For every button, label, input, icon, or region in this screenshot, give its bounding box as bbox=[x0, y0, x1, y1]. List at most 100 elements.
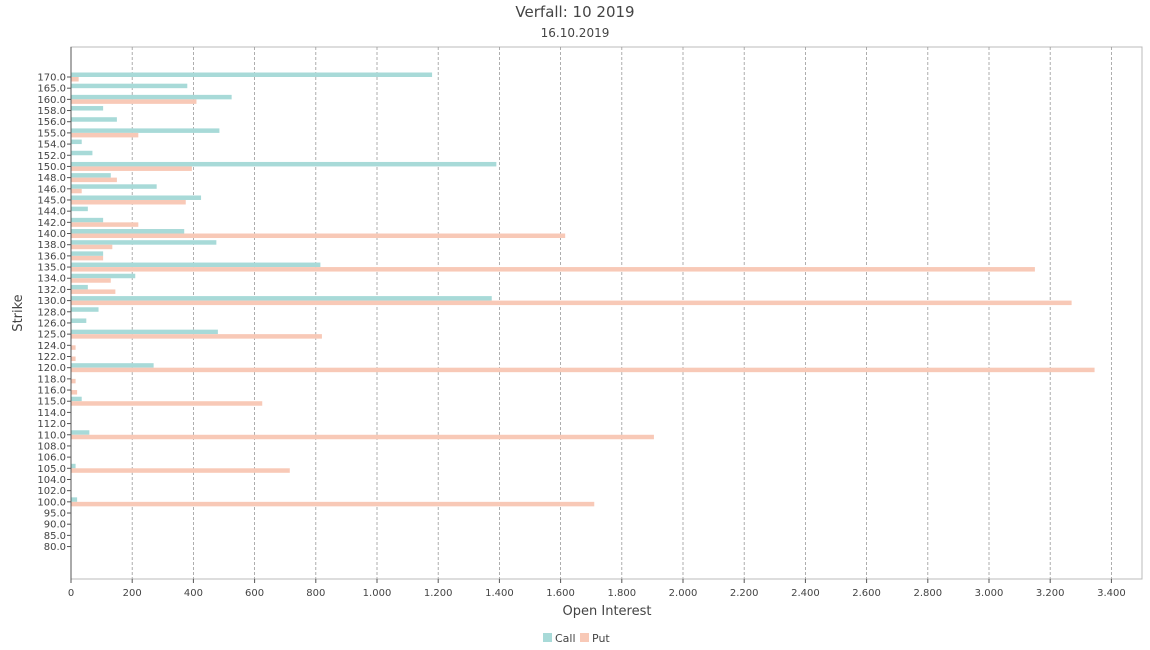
legend-swatch-put bbox=[580, 633, 589, 642]
bar-put bbox=[71, 289, 116, 294]
bar-put bbox=[71, 222, 139, 227]
y-tick-label: 134.0 bbox=[37, 274, 66, 285]
x-tick-label: 200 bbox=[123, 588, 142, 599]
bar-call bbox=[71, 106, 104, 111]
y-tick-label: 116.0 bbox=[37, 386, 66, 397]
bars bbox=[71, 72, 1095, 507]
y-tick-label: 80.0 bbox=[44, 542, 66, 553]
x-tick-label: 2.200 bbox=[730, 588, 759, 599]
x-tick-label: 2.800 bbox=[913, 588, 942, 599]
y-tick-label: 125.0 bbox=[37, 330, 66, 341]
x-tick-label: 1.800 bbox=[607, 588, 636, 599]
bar-call bbox=[71, 94, 232, 100]
bar-call bbox=[71, 184, 157, 189]
x-tick-label: 0 bbox=[68, 588, 74, 599]
y-tick-label: 150.0 bbox=[37, 162, 66, 173]
y-tick-label: 135.0 bbox=[37, 263, 66, 274]
y-tick-label: 136.0 bbox=[37, 251, 66, 262]
bar-put bbox=[71, 501, 595, 507]
y-tick-label: 138.0 bbox=[37, 240, 66, 251]
y-tick-label: 128.0 bbox=[37, 307, 66, 318]
y-tick-label: 126.0 bbox=[37, 318, 66, 329]
x-axis-label: Open Interest bbox=[563, 604, 652, 619]
x-tick-label: 1.600 bbox=[546, 588, 575, 599]
x-tick-labels: 0 200 400 600 800 1.000 1.200 1.400 1.600 1.800 2.… bbox=[68, 579, 1126, 599]
bar-put bbox=[71, 434, 654, 440]
chart-title: Verfall: 10 2019 bbox=[515, 3, 634, 21]
legend: Call Put bbox=[543, 632, 610, 645]
y-tick-label: 145.0 bbox=[37, 195, 66, 206]
bar-put bbox=[71, 132, 139, 138]
y-tick-label: 158.0 bbox=[37, 106, 66, 117]
bar-call bbox=[71, 284, 88, 290]
y-tick-label: 90.0 bbox=[44, 520, 66, 531]
bar-call bbox=[71, 363, 154, 368]
bar-put bbox=[71, 177, 117, 183]
grid-lines bbox=[131, 47, 1112, 579]
y-tick-labels: 170.0165.0160.0158.0156.0155.0154.0152.0… bbox=[37, 73, 71, 553]
bar-call bbox=[71, 139, 82, 145]
legend-label-put: Put bbox=[592, 632, 610, 645]
bar-put bbox=[71, 99, 197, 104]
bar-call bbox=[71, 396, 82, 402]
x-tick-label: 400 bbox=[184, 588, 203, 599]
bar-put bbox=[71, 77, 79, 82]
y-tick-label: 155.0 bbox=[37, 128, 66, 139]
plot-area bbox=[70, 46, 1143, 580]
y-tick-label: 114.0 bbox=[37, 408, 66, 419]
x-tick-label: 800 bbox=[306, 588, 325, 599]
x-tick-label: 600 bbox=[245, 588, 264, 599]
y-tick-label: 140.0 bbox=[37, 229, 66, 240]
legend-label-call: Call bbox=[555, 632, 576, 645]
y-tick-label: 124.0 bbox=[37, 341, 66, 352]
x-tick-label: 2.600 bbox=[852, 588, 881, 599]
bar-call bbox=[71, 117, 117, 122]
y-tick-label: 170.0 bbox=[37, 73, 66, 84]
bar-call bbox=[71, 83, 188, 89]
bar-put bbox=[71, 300, 1072, 306]
y-tick-label: 108.0 bbox=[37, 441, 66, 452]
bar-put bbox=[71, 378, 76, 384]
y-tick-label: 115.0 bbox=[37, 397, 66, 408]
y-tick-label: 132.0 bbox=[37, 285, 66, 296]
x-tick-label: 1.200 bbox=[424, 588, 453, 599]
bar-call bbox=[71, 173, 111, 178]
y-tick-label: 165.0 bbox=[37, 84, 66, 95]
x-tick-label: 3.400 bbox=[1097, 588, 1126, 599]
y-tick-label: 85.0 bbox=[44, 531, 66, 542]
x-tick-label: 1.400 bbox=[485, 588, 514, 599]
bar-put bbox=[71, 345, 76, 350]
bar-call bbox=[71, 240, 217, 245]
bar-put bbox=[71, 199, 186, 205]
chart-subtitle: 16.10.2019 bbox=[541, 26, 610, 40]
bar-call bbox=[71, 217, 104, 223]
y-tick-label: 106.0 bbox=[37, 453, 66, 464]
y-tick-label: 122.0 bbox=[37, 352, 66, 363]
y-tick-label: 110.0 bbox=[37, 430, 66, 441]
bar-put bbox=[71, 244, 113, 250]
bar-call bbox=[71, 497, 78, 502]
y-tick-label: 144.0 bbox=[37, 207, 66, 218]
y-axis-label: Strike bbox=[11, 294, 26, 331]
bar-put bbox=[71, 401, 263, 406]
y-tick-label: 100.0 bbox=[37, 497, 66, 508]
bar-call bbox=[71, 128, 220, 133]
y-tick-label: 120.0 bbox=[37, 363, 66, 374]
bar-put bbox=[71, 390, 78, 395]
bar-call bbox=[71, 307, 99, 312]
x-tick-label: 2.400 bbox=[791, 588, 820, 599]
y-tick-label: 118.0 bbox=[37, 374, 66, 385]
y-tick-label: 130.0 bbox=[37, 296, 66, 307]
y-tick-label: 142.0 bbox=[37, 218, 66, 229]
x-tick-label: 2.000 bbox=[669, 588, 698, 599]
bar-call bbox=[71, 251, 104, 256]
bar-put bbox=[71, 367, 1095, 373]
bar-put bbox=[71, 278, 111, 283]
y-tick-label: 104.0 bbox=[37, 475, 66, 486]
y-tick-label: 102.0 bbox=[37, 486, 66, 497]
y-tick-label: 152.0 bbox=[37, 151, 66, 162]
y-tick-label: 148.0 bbox=[37, 173, 66, 184]
y-tick-label: 160.0 bbox=[37, 95, 66, 106]
bar-call bbox=[71, 72, 433, 77]
